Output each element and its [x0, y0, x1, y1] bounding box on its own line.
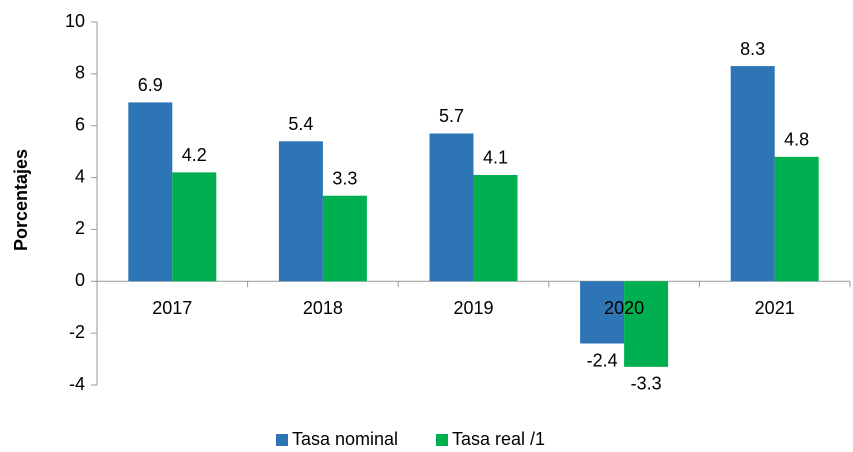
legend-swatch — [276, 434, 288, 446]
bar — [730, 66, 775, 282]
x-tick-label: 2018 — [303, 298, 343, 318]
bar — [774, 156, 819, 282]
y-tick-label: 0 — [75, 270, 85, 290]
data-label: 8.3 — [740, 39, 765, 59]
data-label: 5.7 — [439, 106, 464, 126]
y-tick-label: -4 — [69, 374, 85, 394]
data-label: -3.3 — [631, 374, 662, 394]
bar — [128, 102, 173, 282]
x-tick-label: 2020 — [604, 298, 644, 318]
data-label: -2.4 — [587, 350, 618, 370]
bar — [429, 133, 474, 282]
x-tick-label: 2021 — [755, 298, 795, 318]
y-tick-label: 2 — [75, 218, 85, 238]
bar — [172, 172, 217, 282]
data-label: 6.9 — [138, 75, 163, 95]
data-label: 4.1 — [483, 148, 508, 168]
bar — [322, 195, 367, 282]
y-tick-label: 4 — [75, 166, 85, 186]
y-tick-label: 8 — [75, 63, 85, 83]
y-axis-label: Porcentajes — [11, 149, 31, 251]
legend-swatch — [436, 434, 448, 446]
bar — [278, 141, 323, 282]
data-label: 3.3 — [332, 168, 357, 188]
data-label: 4.8 — [784, 130, 809, 150]
legend-label: Tasa real /1 — [452, 429, 545, 449]
data-label: 4.2 — [182, 145, 207, 165]
y-tick-label: 6 — [75, 114, 85, 134]
x-tick-label: 2017 — [152, 298, 192, 318]
bar — [580, 281, 625, 344]
data-label: 5.4 — [288, 114, 313, 134]
y-tick-label: -2 — [69, 322, 85, 342]
bar — [473, 174, 518, 282]
x-tick-label: 2019 — [453, 298, 493, 318]
legend-label: Tasa nominal — [292, 429, 398, 449]
y-tick-label: 10 — [65, 11, 85, 31]
bar — [624, 281, 669, 367]
